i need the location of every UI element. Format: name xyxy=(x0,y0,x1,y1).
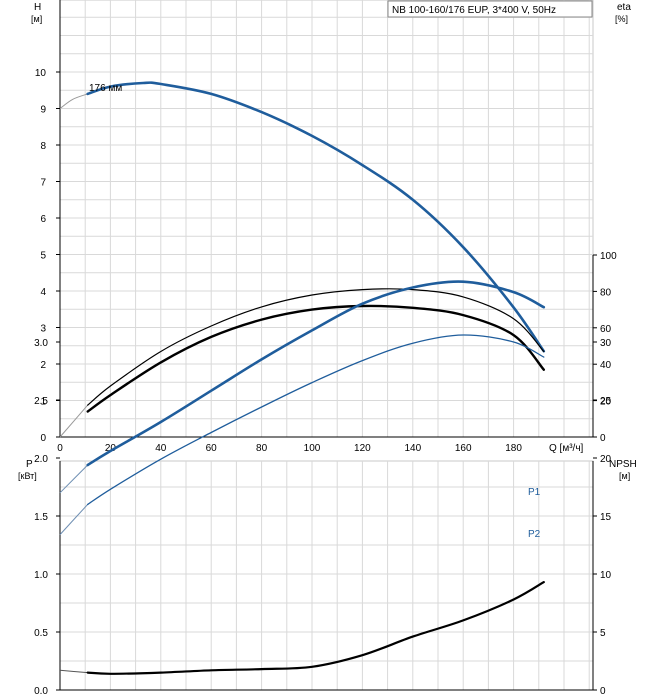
npsh-tick-label: 5 xyxy=(600,628,606,639)
q-axis-label: Q [м³/ч] xyxy=(549,443,584,454)
npsh-tick-label: 20 xyxy=(600,454,612,465)
P1-extension-curve xyxy=(59,464,89,494)
top-curves xyxy=(59,81,546,438)
h-tick-label: 2 xyxy=(40,360,46,371)
eta-tick-label: 80 xyxy=(600,287,612,298)
h-tick-label: 8 xyxy=(40,141,46,152)
q-tick-label: 80 xyxy=(256,443,268,454)
npsh-tick-label: 15 xyxy=(600,512,612,523)
p-tick-label: 0.5 xyxy=(34,628,48,639)
eta-tick-label: 20 xyxy=(600,397,612,408)
eta_thin-extension-curve xyxy=(59,404,89,438)
bottom-plot-frame xyxy=(59,460,594,691)
npsh-tick-label: 25 xyxy=(600,396,612,407)
p-tick-label: 1.5 xyxy=(34,512,48,523)
head-extension-curve xyxy=(59,93,88,109)
q-tick-label: 60 xyxy=(206,443,218,454)
eta-tick-label: 100 xyxy=(600,251,617,262)
curve-annotation: 176 мм xyxy=(89,83,122,94)
h-tick-label: 1 xyxy=(40,397,46,408)
h-axis-unit: [м] xyxy=(31,14,42,24)
h-tick-label: 0 xyxy=(40,433,46,444)
p-tick-label: 2.5 xyxy=(34,396,48,407)
npsh-tick-label: 30 xyxy=(600,338,612,349)
p1-series-label: P1 xyxy=(528,487,541,498)
npsh-axis-label: NPSH xyxy=(609,459,637,470)
p-tick-label: 3.0 xyxy=(34,338,48,349)
eta-tick-label: 40 xyxy=(600,360,612,371)
title-box xyxy=(387,0,593,18)
q-tick-label: 20 xyxy=(105,443,117,454)
head-curve xyxy=(86,81,546,353)
h-tick-label: 10 xyxy=(35,68,47,79)
top-grid xyxy=(59,0,594,438)
q-tick-label: 180 xyxy=(505,443,522,454)
eta-axis-unit: [%] xyxy=(615,14,628,24)
eta_thin-curve xyxy=(87,288,545,406)
npsh-curve xyxy=(86,581,545,675)
p-tick-label: 0.0 xyxy=(34,686,48,697)
P1-curve xyxy=(86,280,546,467)
eta_thick-curve xyxy=(86,304,545,413)
h-tick-label: 9 xyxy=(40,105,46,116)
eta-tick-label: 0 xyxy=(600,433,606,444)
q-tick-label: 0 xyxy=(57,443,63,454)
q-tick-label: 40 xyxy=(155,443,167,454)
h-tick-label: 3 xyxy=(40,324,46,335)
q-tick-label: 100 xyxy=(304,443,321,454)
q-tick-label: 120 xyxy=(354,443,371,454)
bottom-grid xyxy=(59,461,594,691)
npsh-tick-label: 10 xyxy=(600,570,612,581)
h-tick-label: 6 xyxy=(40,214,46,225)
p2-series-label: P2 xyxy=(528,529,541,540)
npsh-axis-unit: [м] xyxy=(619,471,630,481)
h-tick-label: 7 xyxy=(40,178,46,189)
p-tick-label: 1.0 xyxy=(34,570,48,581)
eta-tick-label: 60 xyxy=(600,324,612,335)
h-tick-label: 5 xyxy=(40,251,46,262)
bottom-curves xyxy=(59,280,546,675)
npsh-tick-label: 0 xyxy=(600,686,606,697)
q-tick-label: 160 xyxy=(455,443,472,454)
p-axis-label: P xyxy=(26,459,33,470)
P2-extension-curve xyxy=(59,504,89,535)
P2-curve xyxy=(87,334,545,506)
h-axis-label: H xyxy=(34,2,41,13)
q-tick-label: 140 xyxy=(404,443,421,454)
p-axis-unit: [кВт] xyxy=(18,471,37,481)
h-tick-label: 4 xyxy=(40,287,46,298)
chart-title: NB 100-160/176 EUP, 3*400 V, 50Hz xyxy=(392,5,556,16)
npsh-extension-curve xyxy=(59,669,88,674)
p-tick-label: 2.0 xyxy=(34,454,48,465)
eta-axis-label: eta xyxy=(617,2,631,13)
